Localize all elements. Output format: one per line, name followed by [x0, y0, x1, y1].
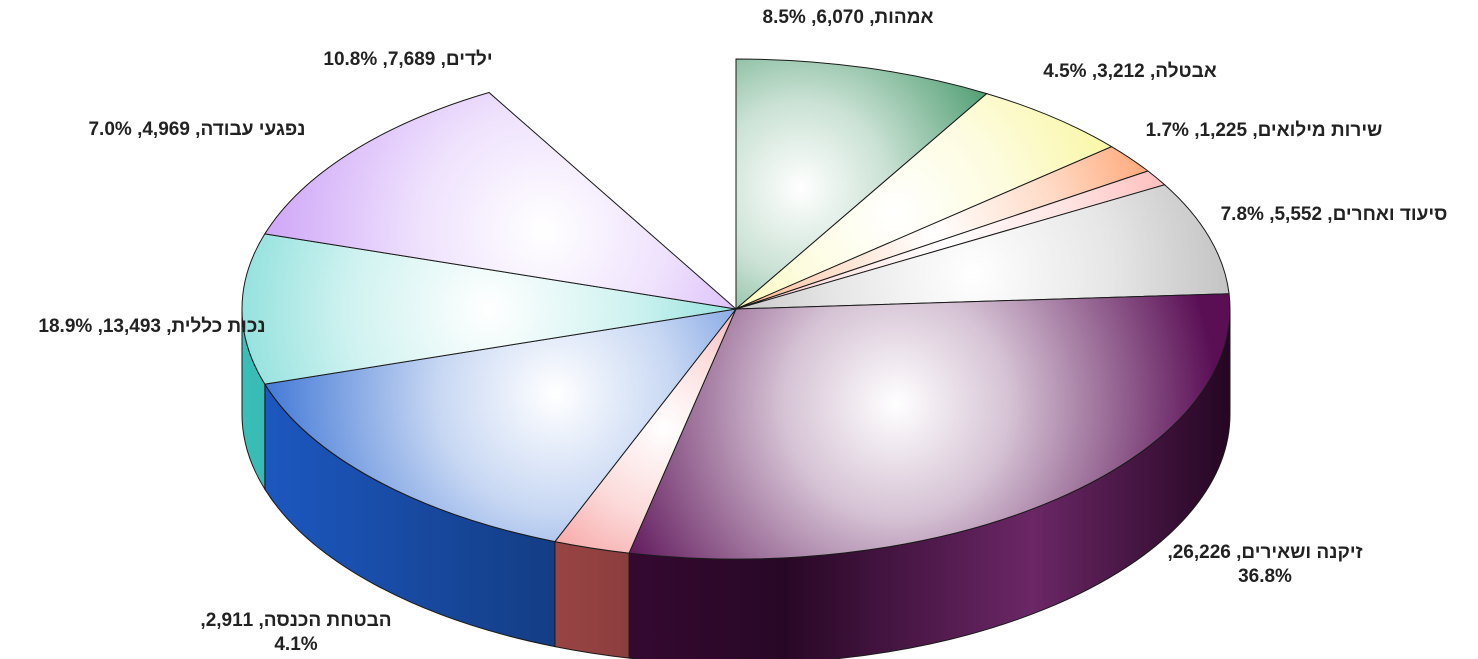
slice-label-nursing-others: סיעוד ואחרים, 5,552, 7.8%: [1221, 204, 1448, 225]
slice-label-work-injury: נפגעי עבודה, 4,969, 7.0%: [88, 119, 305, 140]
pie-slice-mothers: [735, 58, 988, 311]
slice-label-children: ילדים, 7,689, 10.8%: [323, 49, 492, 70]
slice-label-reserve-service: שירות מילואים, 1,225, 1.7%: [1146, 120, 1383, 141]
pie-slice-general-disability: [264, 308, 738, 543]
slice-label-general-disability: נכות כללית, 13,493, 18.9%: [38, 316, 265, 337]
pie-slice-unemployment: [735, 93, 1113, 310]
pie-slice-children: [264, 91, 738, 310]
slice-label-mothers: אמהות, 6,070, 8.5%: [763, 7, 934, 28]
pie-side-income-support: [554, 540, 630, 659]
pie-slice-work-injury: [241, 233, 737, 385]
slice-labels: אמהות, 6,070, 8.5% אבטלה, 3,212, 4.5% שירו…: [38, 7, 1447, 655]
slice-label-old-age-survivors-line2: 36.8%: [1238, 566, 1292, 587]
slice-label-old-age-survivors-line1: זיקנה ושאירים, 26,226,: [1167, 542, 1362, 563]
slice-label-income-support-line2: 4.1%: [274, 634, 317, 655]
pie-slice-old-age-survivors: [628, 293, 1231, 560]
pie-top-faces: [241, 58, 1231, 560]
slice-label-unemployment: אבטלה, 3,212, 4.5%: [1043, 61, 1217, 82]
slice-label-income-support-line1: הבטחת הכנסה, 2,911,: [200, 610, 391, 631]
pie-slice-nursing-others: [735, 184, 1230, 310]
